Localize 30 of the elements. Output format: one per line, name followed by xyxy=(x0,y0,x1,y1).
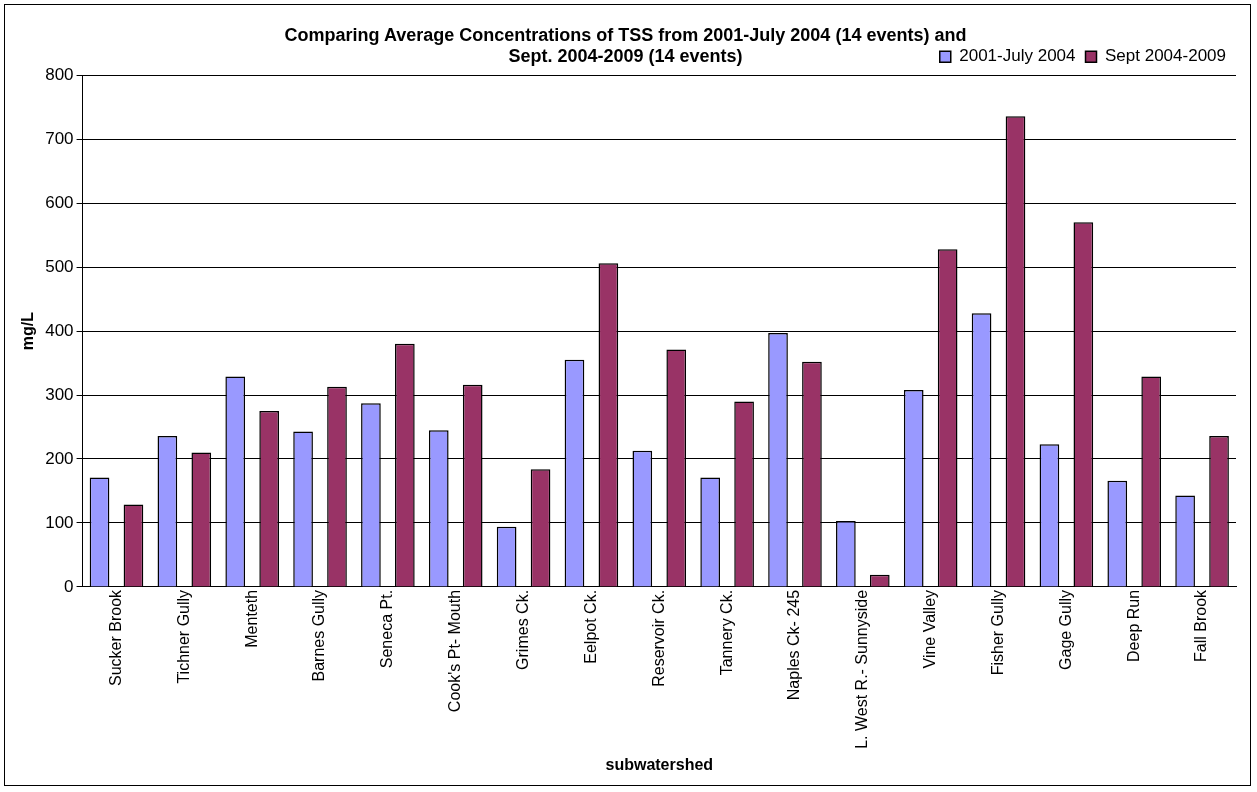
x-axis-title: subwatershed xyxy=(605,755,714,773)
y-tick-label: 500 xyxy=(45,256,74,276)
x-tick-label: Fisher Gully xyxy=(988,589,1006,676)
x-tick-label: Reservoir Ck. xyxy=(649,589,667,687)
y-tick-label: 600 xyxy=(45,192,74,212)
x-tick-label: Grimes Ck. xyxy=(513,589,531,670)
y-tick-label: 100 xyxy=(45,512,74,532)
x-tick-label: Vine Valley xyxy=(921,589,939,669)
y-tick-label: 300 xyxy=(45,384,74,404)
x-tick-label: Eelpot Ck. xyxy=(581,589,599,664)
x-tick-label: Fall Brook xyxy=(1192,588,1210,662)
legend-label: 2001-July 2004 xyxy=(959,46,1076,66)
x-tick-label: Tannery Ck. xyxy=(717,589,735,676)
y-tick-label: 800 xyxy=(45,64,74,84)
x-tick-label: Menteth xyxy=(242,589,260,648)
y-tick-label: 0 xyxy=(64,576,74,596)
x-tick-label: Cook's Pt- Mouth xyxy=(446,589,464,713)
x-tick-label: Gage Gully xyxy=(1056,589,1074,670)
y-tick-label: 700 xyxy=(45,128,74,148)
x-tick-label: Sucker Brook xyxy=(106,588,124,686)
x-tick-label: Tichner Gully xyxy=(174,589,192,684)
y-tick-label: 200 xyxy=(45,448,74,468)
y-tick-label: 400 xyxy=(45,320,74,340)
legend-label: Sept 2004-2009 xyxy=(1105,46,1227,66)
x-tick-label: Naples Ck- 245 xyxy=(785,589,803,701)
x-tick-label: Seneca Pt. xyxy=(378,589,396,669)
y-axis-title: mg/L xyxy=(19,311,37,351)
x-tick-label: Barnes Gully xyxy=(310,589,328,682)
x-tick-label: L. West R.- Sunnyside xyxy=(853,589,871,749)
x-tick-label: Deep Run xyxy=(1124,589,1142,662)
